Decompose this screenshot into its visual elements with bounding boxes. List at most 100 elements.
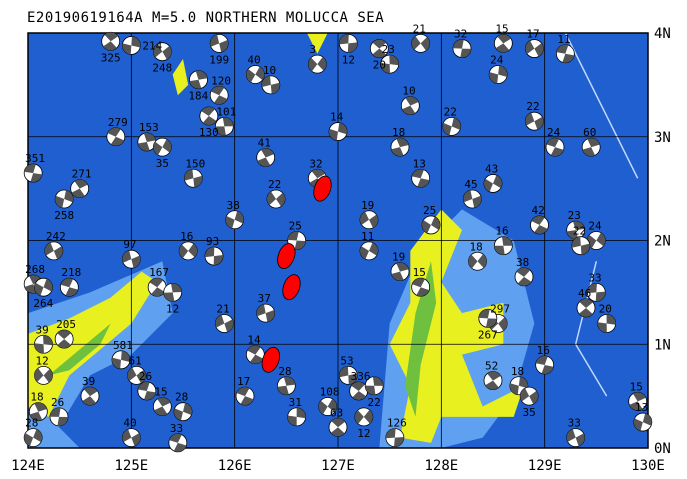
focal-mechanism[interactable] [245,345,265,365]
focal-mechanism[interactable] [318,397,338,416]
target-event-mechanism[interactable] [274,241,298,271]
focal-mechanism[interactable] [349,381,369,401]
focal-mechanism[interactable] [597,314,617,333]
focal-mechanism[interactable] [493,236,513,256]
focal-mechanism[interactable] [189,70,208,90]
target-event-mechanism[interactable] [259,345,283,375]
focal-mechanism[interactable] [519,386,539,406]
focal-mechanism[interactable] [147,277,167,297]
target-event-mechanism[interactable] [311,174,335,204]
focal-mechanism[interactable] [307,54,327,74]
focal-mechanism[interactable] [54,189,74,209]
focal-mechanism[interactable] [214,314,234,333]
focal-mechanism[interactable] [59,277,79,297]
focal-mechanism[interactable] [514,267,534,287]
focal-mechanism[interactable] [49,407,69,427]
focal-mechanism[interactable] [468,251,487,271]
focal-mechanism[interactable] [111,350,131,370]
focal-mechanism[interactable] [364,376,384,396]
focal-mechanism[interactable] [127,365,146,385]
focal-mechanism[interactable] [101,31,121,51]
focal-mechanism[interactable] [338,33,358,53]
focal-mechanism[interactable] [571,236,591,256]
focal-mechanism[interactable] [390,262,410,282]
focal-mechanism[interactable] [411,168,431,188]
focal-mechanism[interactable] [183,168,203,188]
focal-mechanism[interactable] [44,241,64,261]
focal-mechanism[interactable] [411,277,431,297]
focal-mechanism[interactable] [380,54,400,74]
focal-mechanism[interactable] [287,407,307,427]
focal-mechanism[interactable] [411,33,431,53]
focal-mechanism[interactable] [452,39,472,58]
focal-mechanism[interactable] [34,365,53,385]
focal-mechanism[interactable] [256,303,276,323]
focal-mechanism[interactable] [354,407,374,427]
focal-mechanism[interactable] [633,412,653,432]
focal-mechanism[interactable] [421,215,441,235]
focal-mechanism[interactable] [235,386,255,406]
focal-mechanism[interactable] [28,402,48,422]
focal-mechanism[interactable] [209,85,229,105]
focal-mechanism[interactable] [338,365,358,385]
focal-mechanism[interactable] [137,381,157,401]
focal-mechanism[interactable] [555,44,575,64]
focal-mechanism[interactable] [245,65,265,84]
focal-mechanism[interactable] [266,189,286,209]
focal-mechanism[interactable] [462,189,482,209]
focal-mechanism[interactable] [121,249,141,269]
focal-mechanism[interactable] [530,215,549,235]
focal-mechanism[interactable] [328,417,348,437]
focal-mechanism[interactable] [204,246,224,266]
focal-mechanism[interactable] [478,308,498,328]
focal-mechanism[interactable] [121,428,141,448]
focal-mechanism[interactable] [106,127,126,147]
focal-mechanism[interactable] [535,355,555,375]
focal-mechanism[interactable] [54,329,74,349]
focal-mechanism[interactable] [209,33,229,53]
focal-mechanism[interactable] [214,116,234,136]
focal-mechanism[interactable] [121,36,141,55]
focal-mechanism[interactable] [524,111,544,131]
focal-mechanism[interactable] [34,334,53,354]
focal-mechanism[interactable] [163,282,183,302]
focal-mechanism[interactable] [390,137,410,157]
depth-label: 153 [139,121,159,134]
focal-mechanism[interactable] [581,137,601,157]
focal-mechanism[interactable] [70,179,90,199]
focal-mechanism[interactable] [576,298,596,318]
focal-mechanism[interactable] [34,277,53,297]
focal-mechanism[interactable] [328,122,348,141]
focal-mechanism[interactable] [199,106,219,126]
focal-mechanism[interactable] [483,174,503,193]
focal-mechanism[interactable] [152,42,172,62]
focal-mechanism[interactable] [173,402,193,422]
focal-mechanism[interactable] [628,391,648,411]
focal-mechanism[interactable] [369,39,389,58]
focal-mechanism[interactable] [385,428,405,448]
focal-mechanism[interactable] [524,39,544,58]
focal-mechanism[interactable] [23,163,43,183]
focal-mechanism[interactable] [276,376,296,396]
focal-mechanism[interactable] [483,371,503,390]
focal-mechanism[interactable] [80,386,100,406]
focal-mechanism[interactable] [442,116,462,136]
focal-mechanism[interactable] [586,231,606,250]
target-event-mechanism[interactable] [280,272,304,302]
focal-mechanism[interactable] [359,210,379,230]
focal-mechanism[interactable] [168,433,188,453]
focal-mechanism[interactable] [493,33,513,53]
focal-mechanism[interactable] [586,282,606,302]
focal-mechanism[interactable] [256,148,276,167]
focal-mechanism[interactable] [566,428,586,448]
focal-mechanism[interactable] [152,397,172,416]
focal-mechanism[interactable] [359,241,379,261]
focal-mechanism[interactable] [152,137,172,157]
focal-mechanism[interactable] [23,428,43,448]
focal-mechanism[interactable] [178,241,198,261]
focal-mechanism[interactable] [261,75,281,95]
focal-mechanism[interactable] [225,210,245,230]
focal-mechanism[interactable] [488,65,508,84]
focal-mechanism[interactable] [545,137,565,157]
focal-mechanism[interactable] [400,96,420,116]
